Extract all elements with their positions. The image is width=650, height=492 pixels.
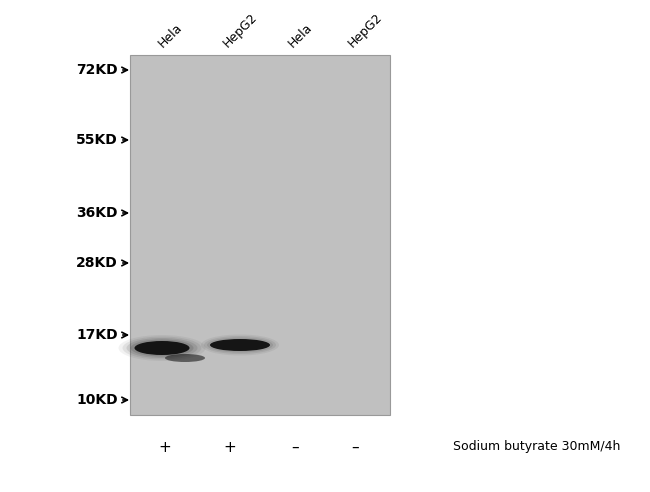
Ellipse shape <box>204 336 276 354</box>
Bar <box>130 55 390 415</box>
Text: Sodium butyrate 30mM/4h: Sodium butyrate 30mM/4h <box>452 440 620 453</box>
Text: 36KD: 36KD <box>77 206 118 220</box>
Ellipse shape <box>207 338 273 352</box>
Ellipse shape <box>165 354 205 362</box>
Ellipse shape <box>127 338 198 358</box>
Text: 10KD: 10KD <box>77 393 118 407</box>
Text: –: – <box>351 440 359 455</box>
Text: +: + <box>224 440 237 455</box>
Ellipse shape <box>210 339 270 351</box>
Text: Hela: Hela <box>286 21 315 50</box>
Ellipse shape <box>131 339 194 357</box>
Text: +: + <box>159 440 172 455</box>
Text: 28KD: 28KD <box>76 256 118 270</box>
Ellipse shape <box>122 337 202 360</box>
Text: Hela: Hela <box>156 21 185 50</box>
Text: 17KD: 17KD <box>77 328 118 342</box>
Text: –: – <box>291 440 299 455</box>
Text: HepG2: HepG2 <box>221 11 260 50</box>
Text: HepG2: HepG2 <box>346 11 385 50</box>
Ellipse shape <box>135 341 190 355</box>
Ellipse shape <box>201 335 279 356</box>
Text: 72KD: 72KD <box>77 63 118 77</box>
Text: 55KD: 55KD <box>76 133 118 147</box>
